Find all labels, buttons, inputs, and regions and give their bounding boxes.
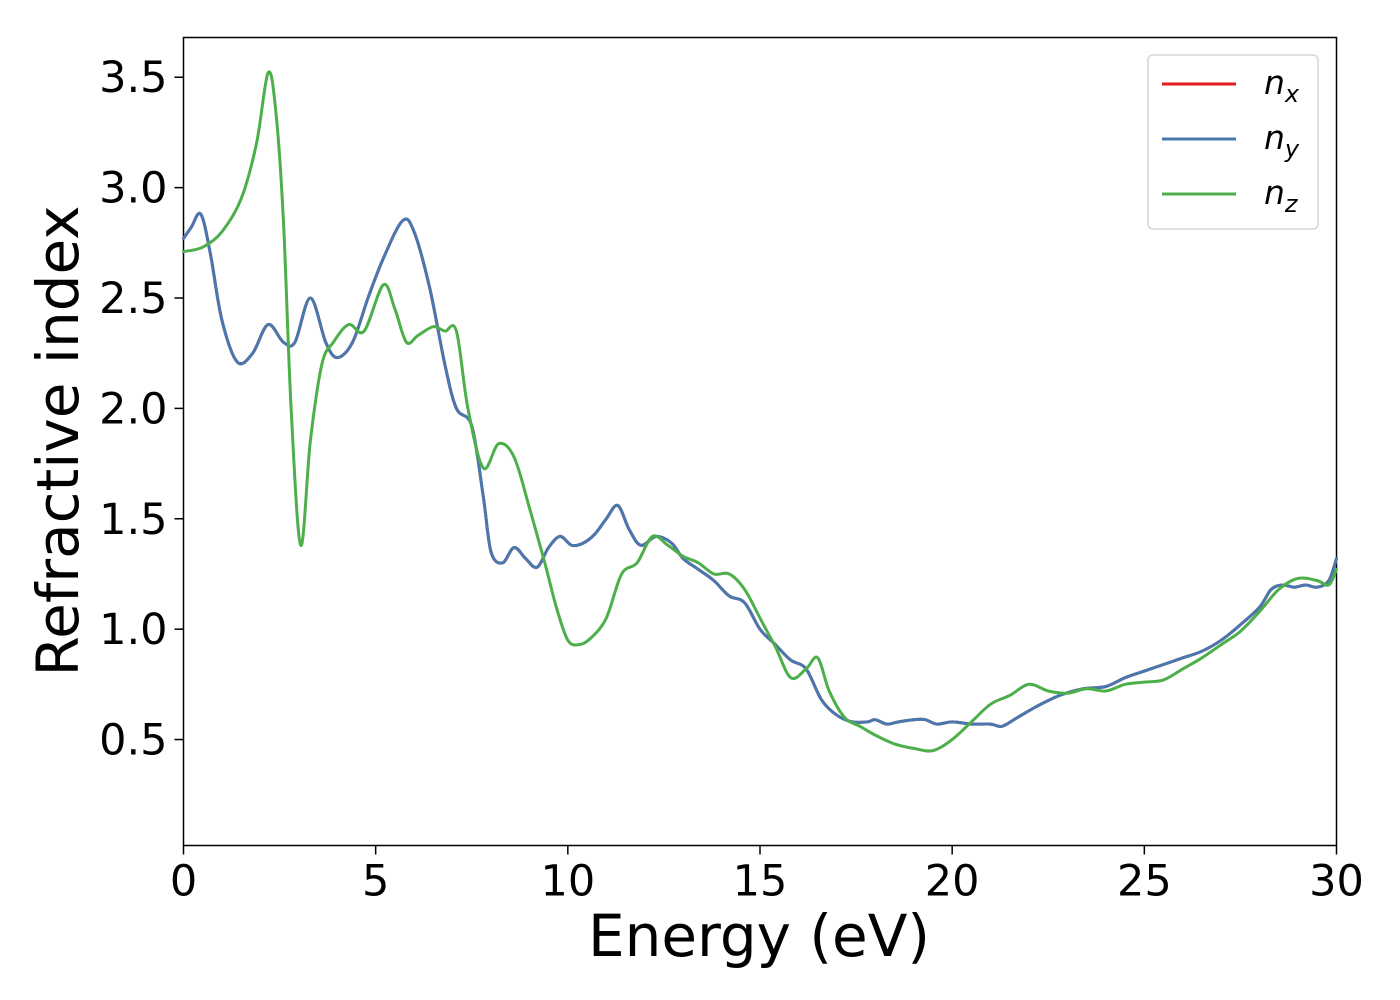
legend: nx ny nz [1147, 54, 1319, 230]
x-tick-label: 15 [733, 857, 788, 907]
y-tick-label: 1.5 [99, 495, 167, 545]
series-line-nz [182, 70, 1338, 753]
y-ticks: 0.5 1.0 1.5 2.0 2.5 3.0 3.5 [99, 53, 184, 766]
x-axis-title: Energy (eV) [588, 902, 930, 970]
x-tick-label: 10 [540, 857, 595, 907]
legend-label-nx: nx [1264, 63, 1300, 108]
x-tick-label: 0 [170, 857, 197, 907]
series-line-nx [182, 211, 1338, 729]
y-tick-label: 3.5 [99, 53, 167, 103]
series-lines [182, 70, 1338, 753]
y-tick-label: 0.5 [99, 716, 167, 766]
y-axis-title: Refractive index [24, 205, 92, 676]
x-tick-label: 30 [1309, 857, 1364, 907]
y-tick-label: 1.0 [99, 605, 167, 655]
legend-box [1147, 54, 1319, 230]
y-tick-label: 3.0 [99, 164, 167, 214]
legend-label-nz: nz [1264, 173, 1299, 218]
y-tick-label: 2.5 [99, 274, 167, 324]
x-ticks: 0 5 10 15 20 25 30 [170, 845, 1364, 907]
y-tick-label: 2.0 [99, 384, 167, 434]
x-tick-label: 5 [362, 857, 389, 907]
x-tick-label: 25 [1117, 857, 1172, 907]
series-line-ny [182, 211, 1338, 729]
legend-label-ny: ny [1264, 118, 1300, 163]
x-tick-label: 20 [925, 857, 980, 907]
